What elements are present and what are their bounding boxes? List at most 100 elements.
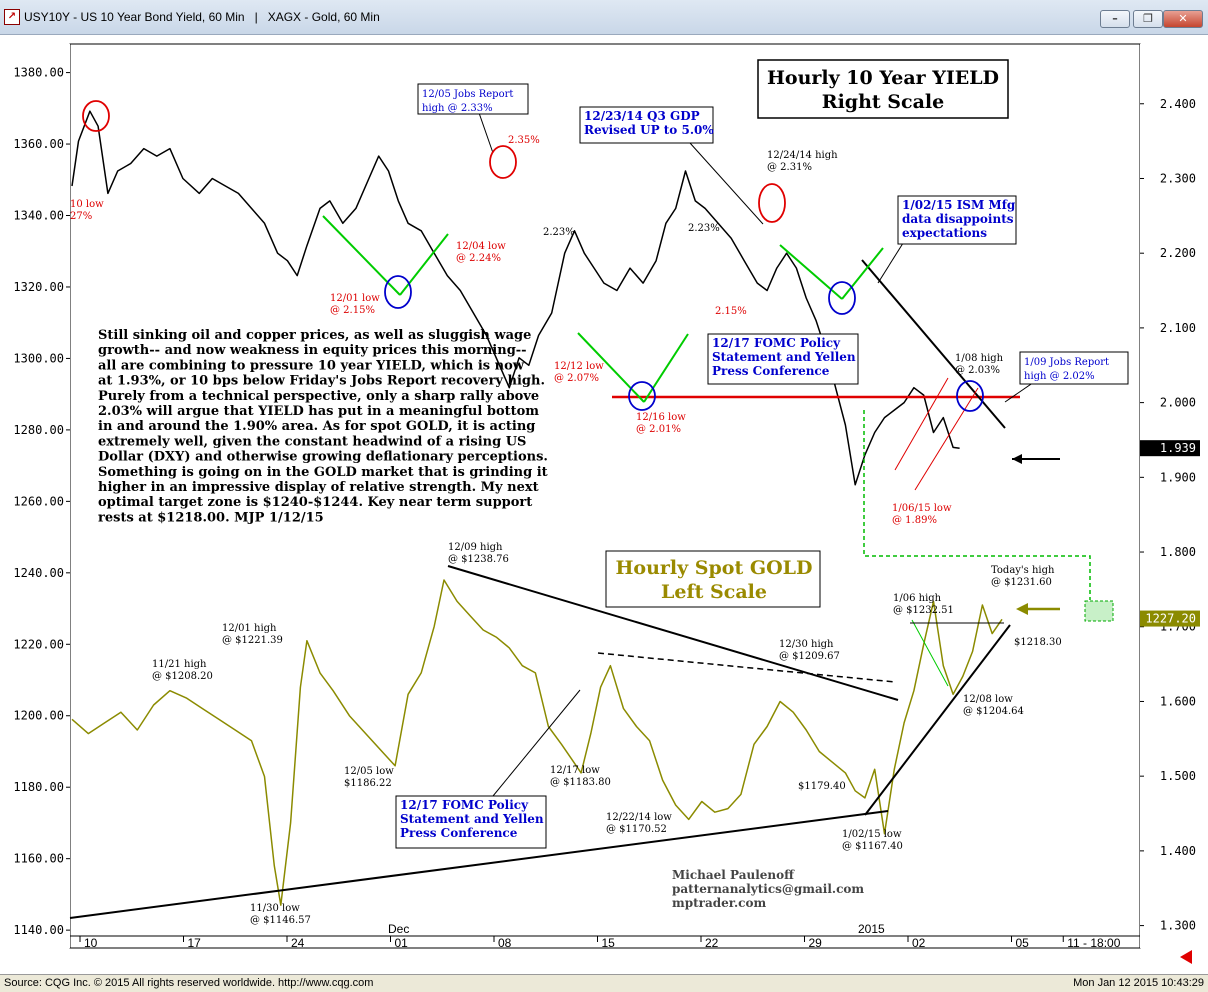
x-axis-tick-label: 05	[1016, 936, 1030, 950]
red-label: 10 low 27%	[70, 199, 104, 222]
yield-title-box	[757, 59, 1009, 119]
gold-series-line	[71, 579, 1003, 906]
red-label-line: @ 2.01%	[636, 424, 681, 435]
black-label-line: 11/21 high	[152, 659, 207, 670]
chart-canvas: 1380.00 1360.00 1340.00 1320.00 1300.00 1280.…	[0, 43, 1208, 964]
blue-annotation-line: expectations	[902, 226, 987, 240]
left-axis-tick-label: 1180.00	[13, 780, 64, 794]
red-label-line: @ 1.89%	[892, 515, 937, 526]
black-label-line: 2.23%	[543, 227, 575, 238]
x-axis-period-label: Dec	[388, 922, 409, 936]
commentary-text-line: rests at $1218.00. MJP 1/12/15	[98, 510, 324, 525]
blue-annotation-box	[579, 106, 714, 144]
x-axis-tick-label: 01	[395, 936, 409, 950]
blue-annotation-box	[897, 195, 1017, 245]
commentary-text-line: growth-- and now weakness in equity pric…	[98, 343, 527, 358]
yield-channel-bottom	[914, 387, 979, 491]
black-label-line: @ $1146.57	[250, 915, 311, 926]
black-label-line: 12/08 low	[963, 694, 1013, 705]
black-label-line: 1/08 high	[955, 353, 1004, 364]
red-label-line: 27%	[70, 211, 92, 222]
right-axis-tick-label: 1.800	[1160, 545, 1196, 559]
yield-v-right	[399, 233, 449, 296]
x-axis-tick-label: 10	[84, 936, 98, 950]
close-button[interactable]: ✕	[1163, 10, 1203, 28]
red-label-line: 1/06/15 low	[892, 503, 952, 514]
black-label-line: $1186.22	[344, 778, 392, 789]
x-axis-tick-label: 24	[291, 936, 305, 950]
yield-title: Hourly 10 Year YIELD Right Scale	[767, 67, 999, 113]
signature: Michael Paulenoff patternanalytics@gmail.…	[672, 868, 864, 910]
black-label: 11/21 high @ $1208.20	[152, 659, 213, 682]
left-axis-tick-label: 1340.00	[13, 209, 64, 223]
black-label-line: 2.23%	[688, 223, 720, 234]
gold-support-trendline	[69, 810, 889, 919]
status-copyright: Source: CQG Inc. © 2015 All rights reser…	[4, 977, 374, 989]
yield-title-line: Hourly 10 Year YIELD	[767, 67, 999, 89]
black-label: 2.23%	[688, 223, 720, 234]
blue-annotation: 1/02/15 ISM Mfg data disappoints expectati…	[902, 198, 1016, 240]
title-bar: ↗ USY10Y - US 10 Year Bond Yield, 60 Min…	[0, 0, 1208, 35]
black-label: $1179.40	[798, 781, 846, 792]
blue-circle-jan08	[956, 380, 984, 412]
left-axis-tick-label: 1240.00	[13, 566, 64, 580]
black-label: 12/30 high @ $1209.67	[779, 639, 840, 662]
commentary-text-line: Still sinking oil and copper prices, as …	[98, 328, 531, 343]
right-axis-tick-label: 2.300	[1160, 171, 1196, 185]
blue-annotation-line: Statement and Yellen	[400, 812, 544, 826]
black-label: 1/02/15 low @ $1167.40	[842, 829, 903, 852]
restore-button[interactable]: ❐	[1133, 10, 1163, 28]
red-label-line: 12/16 low	[636, 412, 686, 423]
gold-title: Hourly Spot GOLD Left Scale	[615, 557, 812, 603]
commentary-text-line: Purely from a technical perspective, onl…	[98, 389, 539, 404]
blue-annotation: 12/23/14 Q3 GDP Revised UP to 5.0%	[584, 109, 714, 137]
minimize-button[interactable]: –	[1100, 10, 1130, 28]
red-label-line: @ 2.24%	[456, 253, 501, 264]
black-label-line: $1179.40	[798, 781, 846, 792]
black-label-line: @ $1209.67	[779, 651, 840, 662]
connector-jobs-report	[477, 109, 494, 154]
black-label-line: $1218.30	[1014, 637, 1062, 648]
blue-annotation: 12/17 FOMC Policy Statement and Yellen Pre…	[400, 798, 544, 840]
red-label-line: 10 low	[70, 199, 104, 210]
plot-area	[69, 43, 1141, 949]
yield-last-value-box	[1140, 440, 1200, 457]
black-label-line: @ $1238.76	[448, 554, 509, 565]
red-circle-dec24-high	[758, 183, 786, 223]
blue-annotation-box	[395, 795, 547, 849]
black-label-line: 12/30 high	[779, 639, 834, 650]
yield-title-line: Right Scale	[822, 91, 944, 113]
connector-fomc-gold	[492, 689, 581, 797]
black-label: 12/09 high @ $1238.76	[448, 542, 509, 565]
blue-annotation-line: Revised UP to 5.0%	[584, 123, 714, 137]
right-axis-tick-label: 1.900	[1160, 470, 1196, 484]
left-axis-tick-label: 1380.00	[13, 66, 64, 80]
blue-annotation-box	[417, 83, 529, 115]
commentary-text-line: Dollar (DXY) and otherwise growing defla…	[98, 450, 548, 465]
commentary-text-line: optimal target zone is $1240-$1244. Key …	[98, 495, 532, 510]
commentary-text-line: 2.03% will argue that YIELD has put in a…	[98, 404, 539, 419]
red-label-line: @ 2.07%	[554, 373, 599, 384]
yield-last-value-label: 1.939	[1160, 441, 1196, 455]
x-axis-tick-label: 29	[809, 936, 823, 950]
red-label-line: 12/12 low	[554, 361, 604, 372]
black-label-line: @ 2.03%	[955, 365, 1000, 376]
scroll-left-icon	[1180, 950, 1192, 964]
black-label: 12/17 low @ $1183.80	[550, 765, 611, 788]
right-axis-tick-label: 2.100	[1160, 321, 1196, 335]
blue-annotation: 12/05 Jobs Report high @ 2.33%	[422, 89, 513, 114]
black-label-line: @ $1231.60	[991, 577, 1052, 588]
black-label: 12/01 high @ $1221.39	[222, 623, 283, 646]
commentary-text: Still sinking oil and copper prices, as …	[98, 328, 548, 525]
red-label-line: 2.15%	[715, 306, 747, 317]
yield-v2-right	[643, 333, 689, 403]
black-label: 1/08 high @ 2.03%	[955, 353, 1004, 376]
left-axis-tick-label: 1360.00	[13, 137, 64, 151]
gold-title-box	[605, 550, 821, 608]
right-axis-tick-label: 2.000	[1160, 396, 1196, 410]
red-label-line: @ 2.15%	[330, 305, 375, 316]
black-label-line: 1/06 high	[893, 593, 942, 604]
black-label: 11/30 low @ $1146.57	[250, 903, 311, 926]
connector-gdp	[689, 142, 764, 225]
gold-rising-trendline	[864, 624, 1011, 816]
